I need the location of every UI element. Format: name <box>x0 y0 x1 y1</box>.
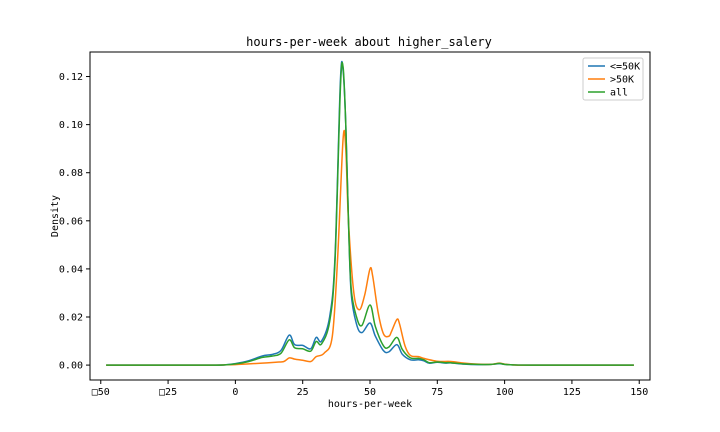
series-line-2 <box>106 61 634 366</box>
series-line-0 <box>106 60 634 366</box>
y-tick-label: 0.02 <box>59 312 83 323</box>
x-tick-label: 100 <box>496 387 514 398</box>
x-tick-label: 150 <box>630 387 648 398</box>
y-tick-label: 0.06 <box>59 216 83 227</box>
x-tick-label: □50 <box>92 387 110 398</box>
chart-title: hours-per-week about higher_salery <box>246 35 492 49</box>
x-axis-title: hours-per-week <box>328 399 412 410</box>
legend: <=50K >50K all <box>582 57 644 101</box>
y-axis-title: Density <box>50 195 61 237</box>
y-axis-ticks: 0.00 0.02 0.04 0.06 0.08 0.10 0.12 <box>59 72 90 372</box>
y-tick-label: 0.08 <box>59 168 83 179</box>
plot-frame <box>89 51 651 381</box>
x-tick-label: 75 <box>431 387 443 398</box>
y-tick-label: 0.04 <box>59 264 83 275</box>
x-tick-label: 25 <box>297 387 309 398</box>
x-tick-label: 0 <box>232 387 238 398</box>
legend-label: >50K <box>610 75 634 86</box>
plot-area <box>106 60 634 366</box>
x-tick-label: 125 <box>563 387 581 398</box>
y-tick-label: 0.10 <box>59 120 83 131</box>
y-tick-label: 0.12 <box>59 72 83 83</box>
y-tick-label: 0.00 <box>59 361 83 372</box>
x-tick-label: 50 <box>364 387 376 398</box>
legend-label: <=50K <box>610 62 640 73</box>
legend-box <box>582 57 644 101</box>
x-tick-label: □25 <box>159 387 177 398</box>
x-axis-ticks: □50 □25 0 25 50 75 100 125 150 <box>92 380 648 398</box>
legend-label: all <box>610 88 628 99</box>
series-line-1 <box>106 129 634 366</box>
